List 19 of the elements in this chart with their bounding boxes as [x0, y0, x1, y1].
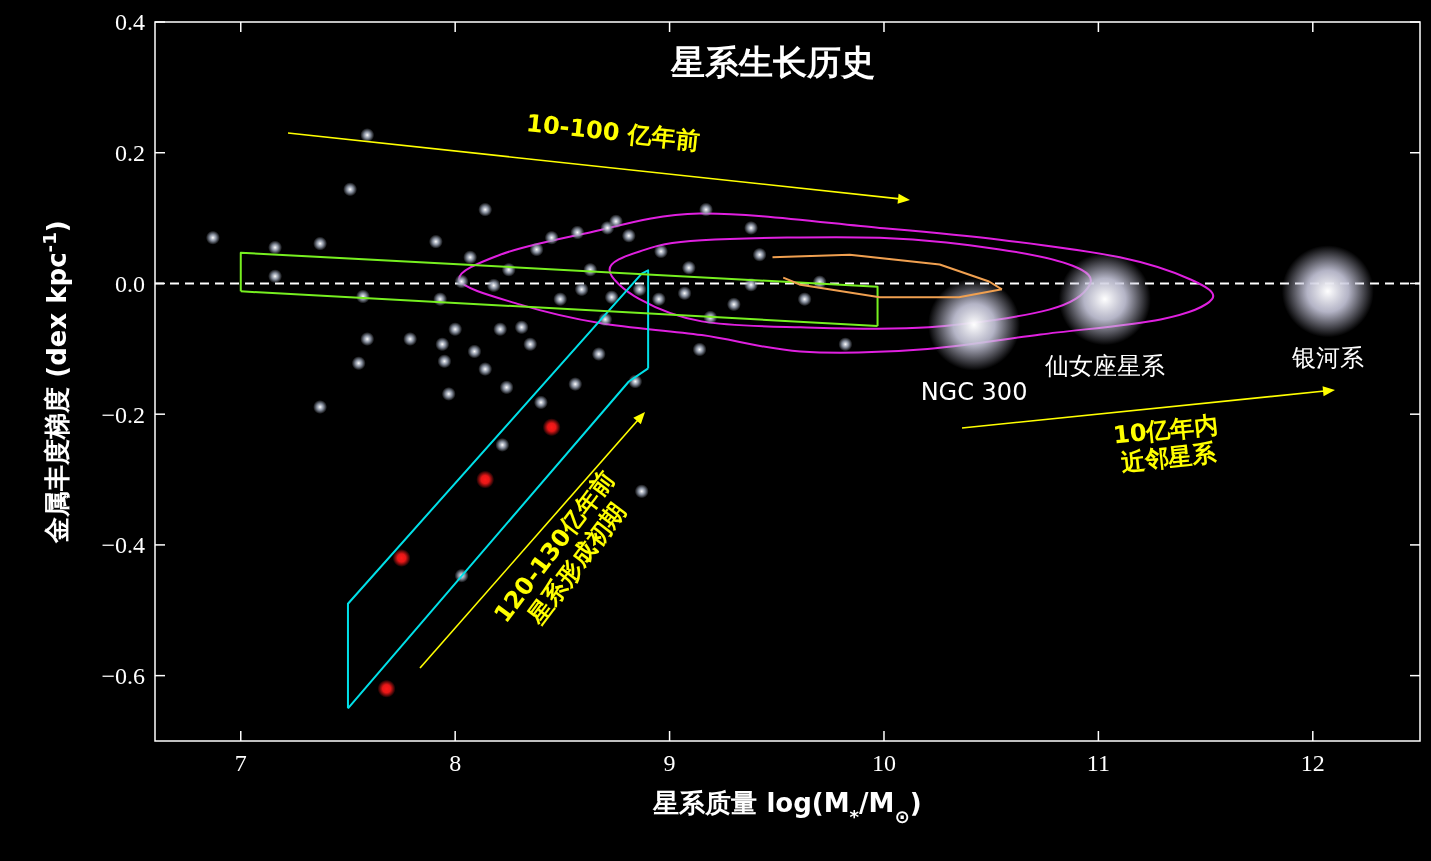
annotation: NGC 300: [920, 377, 1028, 406]
y-tick-label: −0.4: [101, 532, 145, 559]
text: 星系生长历史: [670, 42, 875, 82]
annotation: 银河系: [1290, 344, 1364, 373]
annotation: 仙女座星系: [1044, 352, 1165, 381]
annotation: 10亿年内近邻星系: [1111, 410, 1220, 477]
y-tick-label: 0.0: [115, 270, 145, 297]
x-tick-label: 10: [871, 750, 896, 776]
x-tick-label: 9: [663, 750, 676, 776]
y-tick-label: 0.2: [115, 140, 145, 167]
x-tick-label: 12: [1300, 750, 1325, 776]
x-tick-label: 8: [449, 750, 462, 776]
x-axis-title: 星系质量 log(M$_{*}$/M$_{⊙}$): [652, 788, 922, 827]
y-tick-label: −0.6: [101, 663, 145, 690]
y-tick-label: 0.4: [115, 9, 145, 36]
x-tick-label: 7: [234, 750, 247, 776]
annotation: 10-100 亿年前: [524, 109, 701, 156]
y-tick-label: −0.2: [101, 401, 145, 428]
x-tick-label: 11: [1086, 750, 1110, 776]
